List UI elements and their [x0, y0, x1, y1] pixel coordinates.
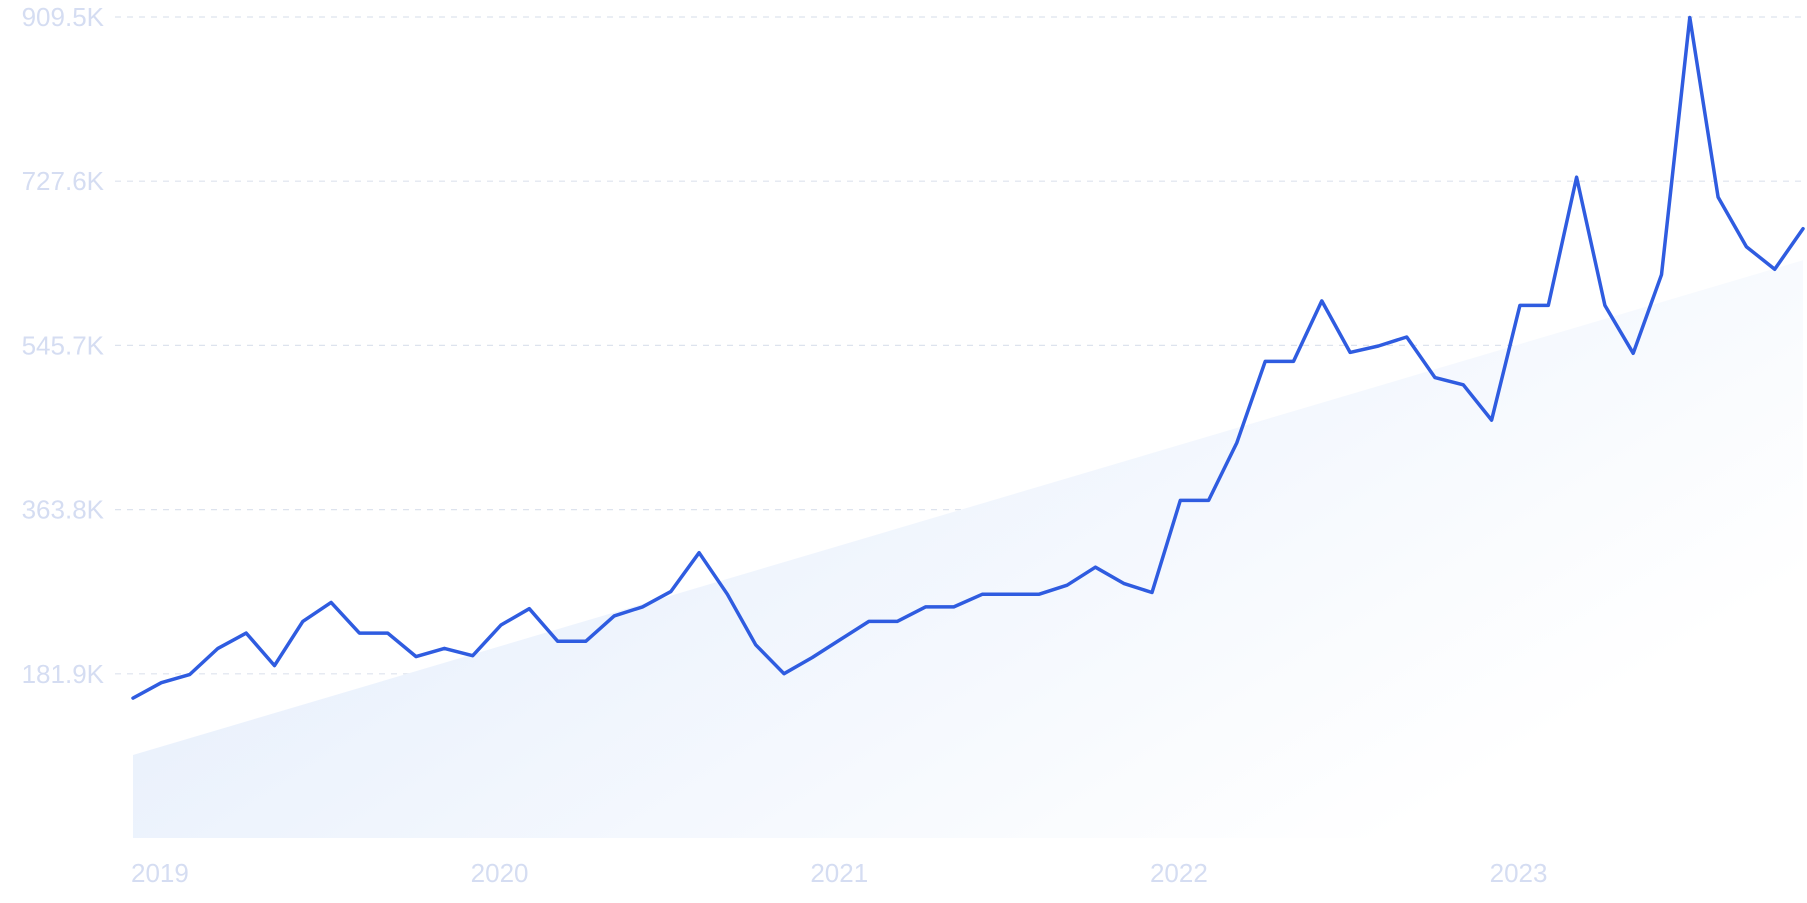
- x-tick-label: 2020: [471, 858, 529, 888]
- y-tick-label: 909.5K: [22, 2, 105, 32]
- y-axis-ticks: 181.9K 363.8K 545.7K 727.6K 909.5K: [22, 2, 105, 689]
- series-line: [131, 15, 1805, 700]
- series-line-layer: [131, 15, 1805, 700]
- y-tick-label: 363.8K: [22, 495, 105, 525]
- x-tick-label: 2023: [1490, 858, 1548, 888]
- trend-area: [133, 260, 1803, 838]
- y-tick-label: 181.9K: [22, 659, 105, 689]
- y-tick-label: 727.6K: [22, 166, 105, 196]
- x-tick-label: 2019: [131, 858, 189, 888]
- x-tick-label: 2022: [1150, 858, 1208, 888]
- x-tick-label: 2021: [810, 858, 868, 888]
- y-tick-label: 545.7K: [22, 330, 105, 360]
- x-axis-ticks: 2019 2020 2021 2022 2023: [131, 858, 1547, 888]
- trend-area-layer: [133, 260, 1803, 838]
